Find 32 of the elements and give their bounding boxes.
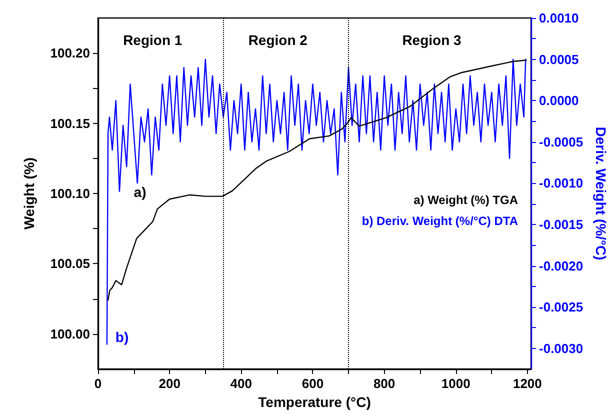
annotation: Region 3 (402, 32, 462, 48)
x-axis-title: Temperature (°C) (258, 394, 371, 410)
annotation: Region 2 (248, 32, 308, 48)
text: b) Deriv. Weight (%/°C) DTA (362, 214, 518, 228)
annotation: Region 1 (123, 32, 182, 48)
x-tick-label: 1200 (512, 376, 542, 391)
y2-tick-label: -0.0030 (539, 340, 584, 356)
y2-tick-label: -0.0020 (539, 258, 584, 274)
y2-axis-title: Deriv. Weight (%/°C) (593, 126, 609, 260)
line-series (106, 58, 526, 345)
y-tick-label: 100.05 (50, 256, 90, 272)
y-tick-label: 100.00 (50, 326, 90, 342)
annotation: a) (134, 184, 146, 200)
y2-tick-label: 0.0010 (539, 10, 579, 26)
y2-tick-label: -0.0005 (539, 134, 584, 150)
x-tick-label: 600 (302, 376, 324, 391)
x-tick-label: 400 (230, 376, 252, 391)
x-tick-label: 1000 (441, 376, 470, 391)
annotation: b) (115, 329, 129, 345)
y-tick-label: 100.10 (50, 186, 90, 201)
y2-tick-label: -0.0025 (539, 300, 584, 315)
y-tick-label: 100.15 (50, 116, 90, 131)
y-tick-label: 100.20 (50, 46, 90, 61)
y2-tick-label: 0.0000 (539, 93, 579, 108)
y2-tick-label: -0.0015 (539, 216, 584, 232)
y2-tick-label: -0.0010 (539, 176, 584, 191)
y-axis-title: Weight (%) (21, 157, 37, 230)
x-tick-label: 0 (94, 376, 102, 391)
text: a) Weight (%) TGA (414, 193, 518, 207)
y2-tick-label: 0.0005 (539, 52, 579, 67)
x-tick-label: 200 (158, 376, 180, 391)
x-tick-label: 800 (373, 376, 396, 391)
